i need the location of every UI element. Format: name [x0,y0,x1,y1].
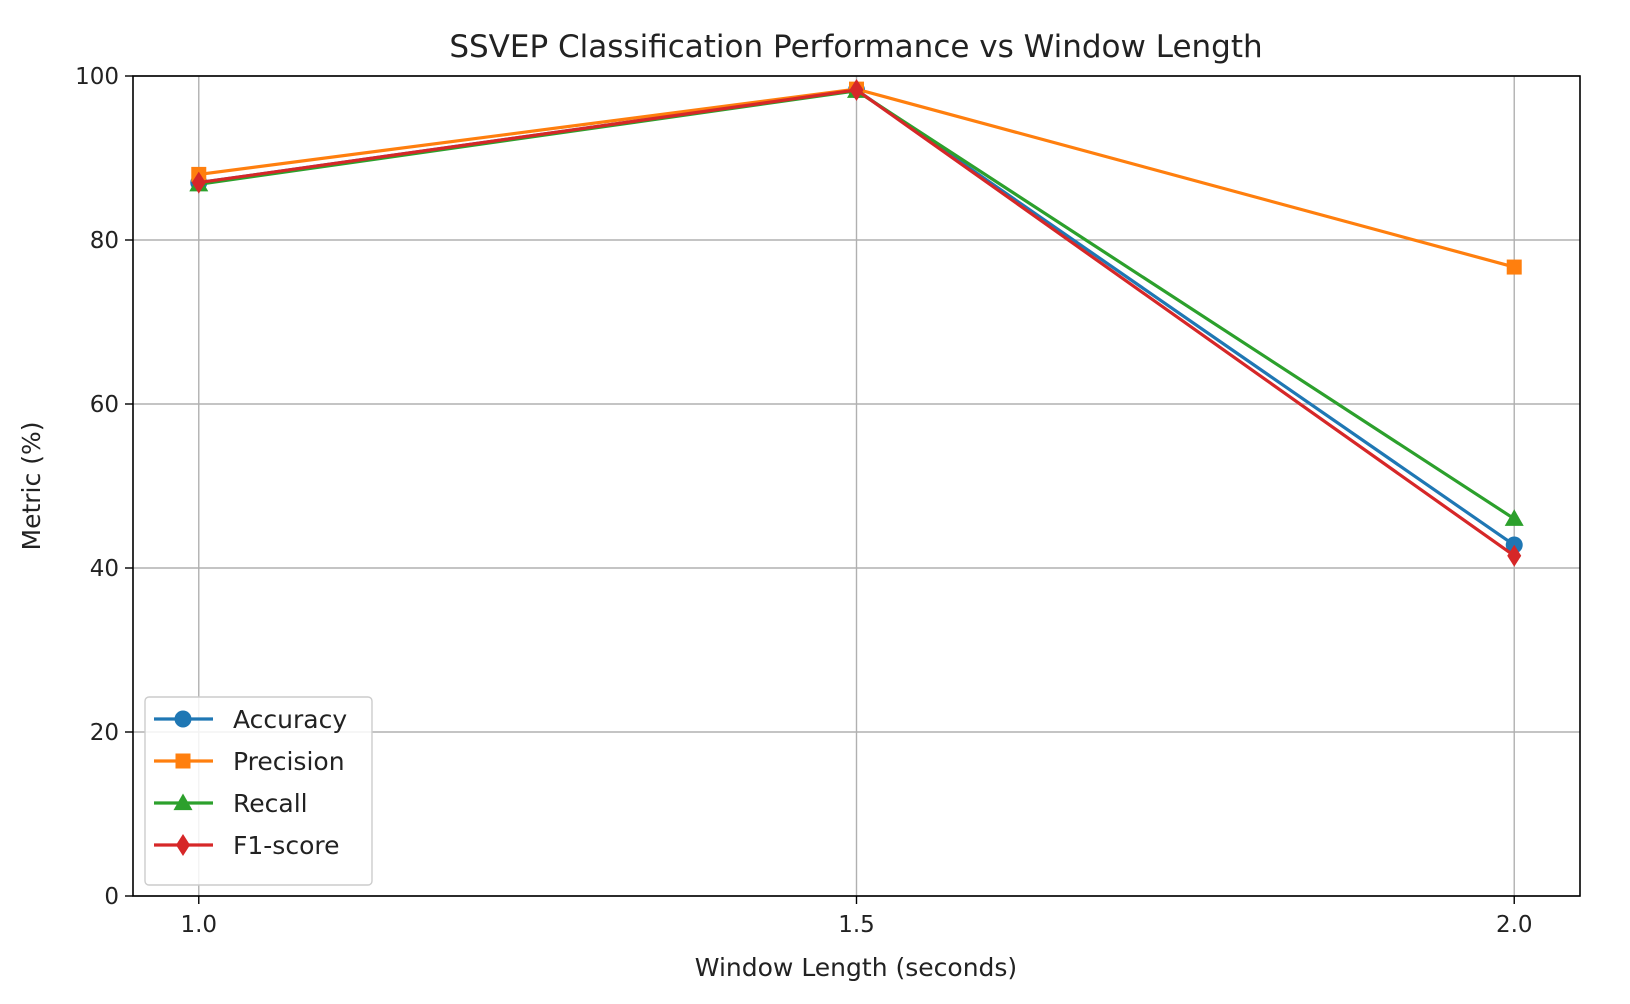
legend-label: Recall [233,789,308,818]
y-tick-label: 20 [90,720,119,746]
legend-marker [176,834,190,856]
series-f1-score [191,78,1522,567]
y-tick-label: 80 [90,228,119,254]
legend-marker [175,753,191,769]
x-axis-label: Window Length (seconds) [695,953,1017,982]
x-tick-label: 1.5 [838,912,875,938]
legend-item: Precision [154,747,345,776]
legend-item: F1-score [154,831,339,860]
legend-label: Accuracy [233,705,347,734]
data-point [849,78,864,101]
y-tick-label: 100 [75,64,119,90]
ticks-layer: 0 20 40 60 80 100 1.0 1.5 2.0 [75,64,1532,938]
y-tick-label: 0 [104,884,119,910]
legend: Accuracy Precision Recall F1-score [144,696,373,886]
y-axis-label: Metric (%) [17,422,46,551]
legend-marker [174,710,192,728]
data-point [1507,544,1522,567]
y-tick-label: 40 [90,556,119,582]
data-point [1504,509,1524,526]
data-point [191,171,206,194]
x-tick-label: 2.0 [1496,912,1533,938]
legend-label: Precision [233,747,345,776]
legend-item: Accuracy [154,705,347,734]
legend-item: Recall [154,789,308,818]
legend-label: F1-score [233,831,339,860]
legend-marker [173,793,193,811]
series-layer [189,78,1524,567]
y-tick-label: 60 [90,392,119,418]
data-point [1506,259,1522,275]
legend-box [144,696,373,886]
x-tick-label: 1.0 [180,912,217,938]
chart-title: SSVEP Classification Performance vs Wind… [449,29,1262,65]
